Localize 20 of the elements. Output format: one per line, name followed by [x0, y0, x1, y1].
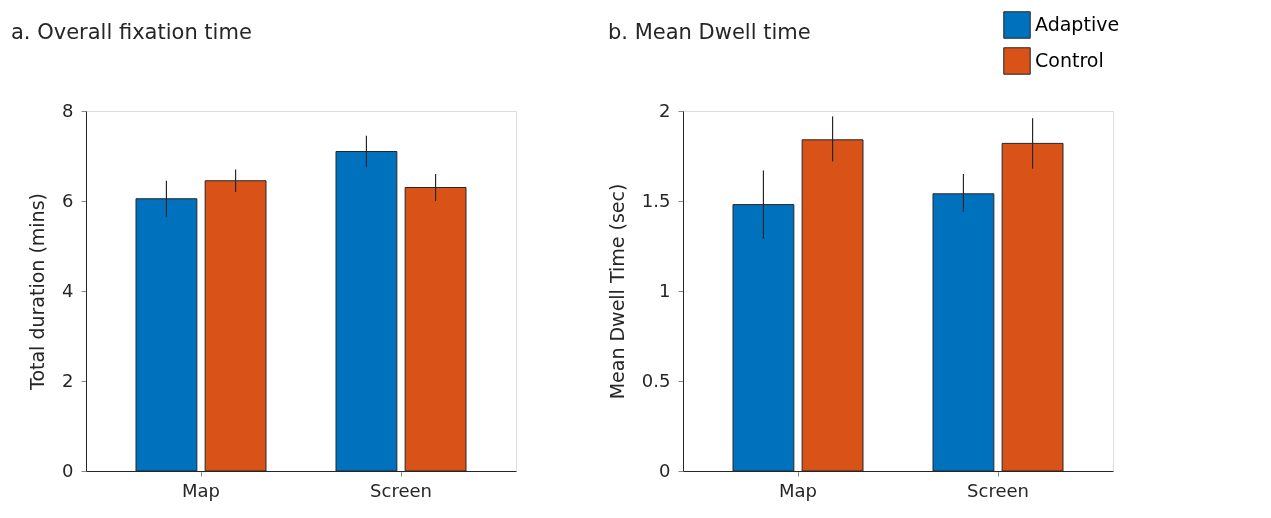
y-tick-label: 4 — [62, 279, 74, 301]
y-tick-label: 0 — [62, 459, 74, 481]
y-tick-label: 8 — [62, 99, 74, 121]
legend-label: Adaptive — [1035, 13, 1120, 35]
y-tick-label: 0 — [659, 459, 671, 481]
y-tick-label: 1 — [659, 279, 671, 301]
chart-title: a. Overall fixation time — [11, 20, 252, 44]
y-axis-title: Mean Dwell Time (sec) — [605, 183, 628, 400]
chart-title: b. Mean Dwell time — [608, 20, 811, 44]
x-tick-label: Screen — [967, 479, 1029, 501]
x-tick-label: Map — [182, 479, 220, 501]
x-tick-label: Screen — [370, 479, 432, 501]
y-tick-label: 1.5 — [641, 189, 671, 211]
legend-label: Control — [1035, 49, 1104, 71]
x-tick-label: Map — [779, 479, 817, 501]
y-axis-title: Total duration (mins) — [26, 193, 49, 391]
y-tick-label: 2 — [62, 369, 74, 391]
y-tick-label: 2 — [659, 99, 671, 121]
y-tick-label: 0.5 — [641, 369, 671, 391]
y-tick-label: 6 — [62, 189, 74, 211]
